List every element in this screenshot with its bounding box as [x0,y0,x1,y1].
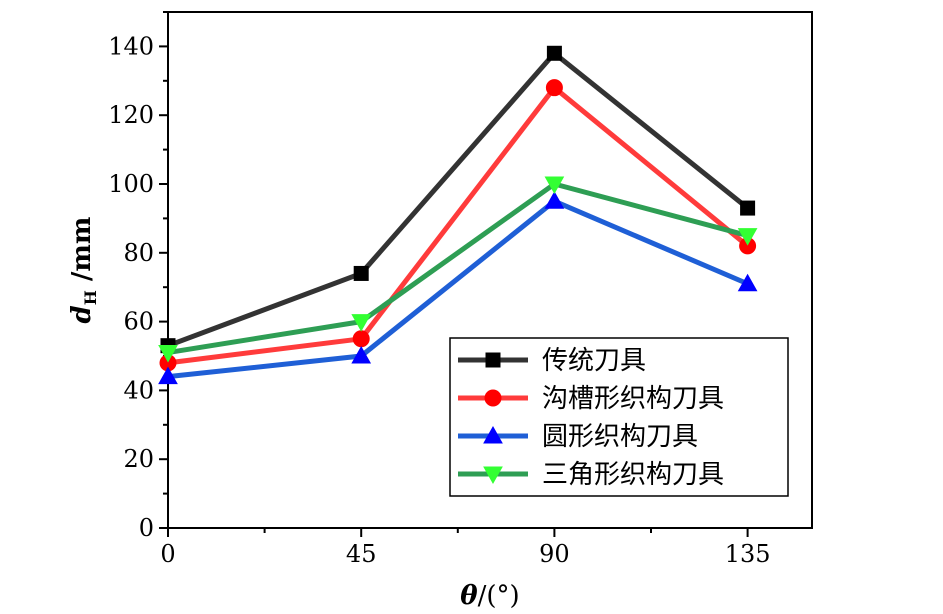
y-axis-subscript: H [81,290,100,305]
data-point [737,228,758,246]
data-point [546,45,562,61]
legend-label: 三角形织构刀具 [542,460,724,490]
data-point [737,273,758,292]
y-axis: 0 20 40 60 80 100 120 140 [108,11,168,542]
y-axis-title: dH /mm [67,217,100,324]
data-point [353,265,369,281]
legend-item: 沟槽形织构刀具 [458,384,724,414]
series-line [167,85,750,366]
data-point [158,345,178,363]
x-axis-unit: /(°) [478,581,520,611]
data-point [545,79,563,97]
data-point [351,314,372,332]
series-1 [160,45,756,354]
legend-box [449,337,789,497]
x-axis-title: θ/(°) [460,581,519,611]
x-tick-label: 0 [160,540,175,568]
x-axis-symbol: θ [460,581,478,611]
legend-label: 传统刀具 [542,346,646,376]
legend-marker [483,466,503,485]
y-axis-symbol: d [67,305,97,323]
plot-frame [167,11,813,529]
data-point [544,191,565,209]
y-tick-label: 40 [123,376,154,404]
y-tick-label: 100 [108,170,154,198]
x-tick-label: 135 [725,540,771,568]
x-axis: 0 45 90 135 [160,528,771,568]
x-tick-label: 45 [346,540,377,568]
legend-item: 传统刀具 [458,346,646,376]
legend-label: 沟槽形织构刀具 [542,384,724,414]
series-layer [158,45,758,385]
y-tick-label: 140 [108,32,154,60]
data-point [544,176,565,195]
y-tick-label: 120 [108,101,154,129]
series-4 [158,176,758,363]
data-point [158,366,178,385]
y-tick-label: 60 [123,308,154,336]
plot-area [167,11,813,529]
y-axis-unit: /mm [67,217,97,291]
series-2 [159,79,757,372]
legend-marker [485,352,501,368]
series-line [167,198,749,380]
y-tick-label: 0 [139,514,154,542]
data-point [352,330,370,348]
legend-label: 圆形织构刀具 [542,422,698,452]
series-3 [158,191,758,385]
data-point [351,345,372,364]
y-tick-label: 80 [123,239,154,267]
legend-item: 圆形织构刀具 [458,422,698,452]
legend-marker [484,389,502,407]
data-point [740,200,756,216]
y-tick-label: 20 [123,445,154,473]
series-line [167,181,749,356]
x-tick-label: 90 [539,540,570,568]
legend-item: 三角形织构刀具 [458,460,724,490]
series-line [167,50,750,349]
legend-marker [483,425,503,444]
